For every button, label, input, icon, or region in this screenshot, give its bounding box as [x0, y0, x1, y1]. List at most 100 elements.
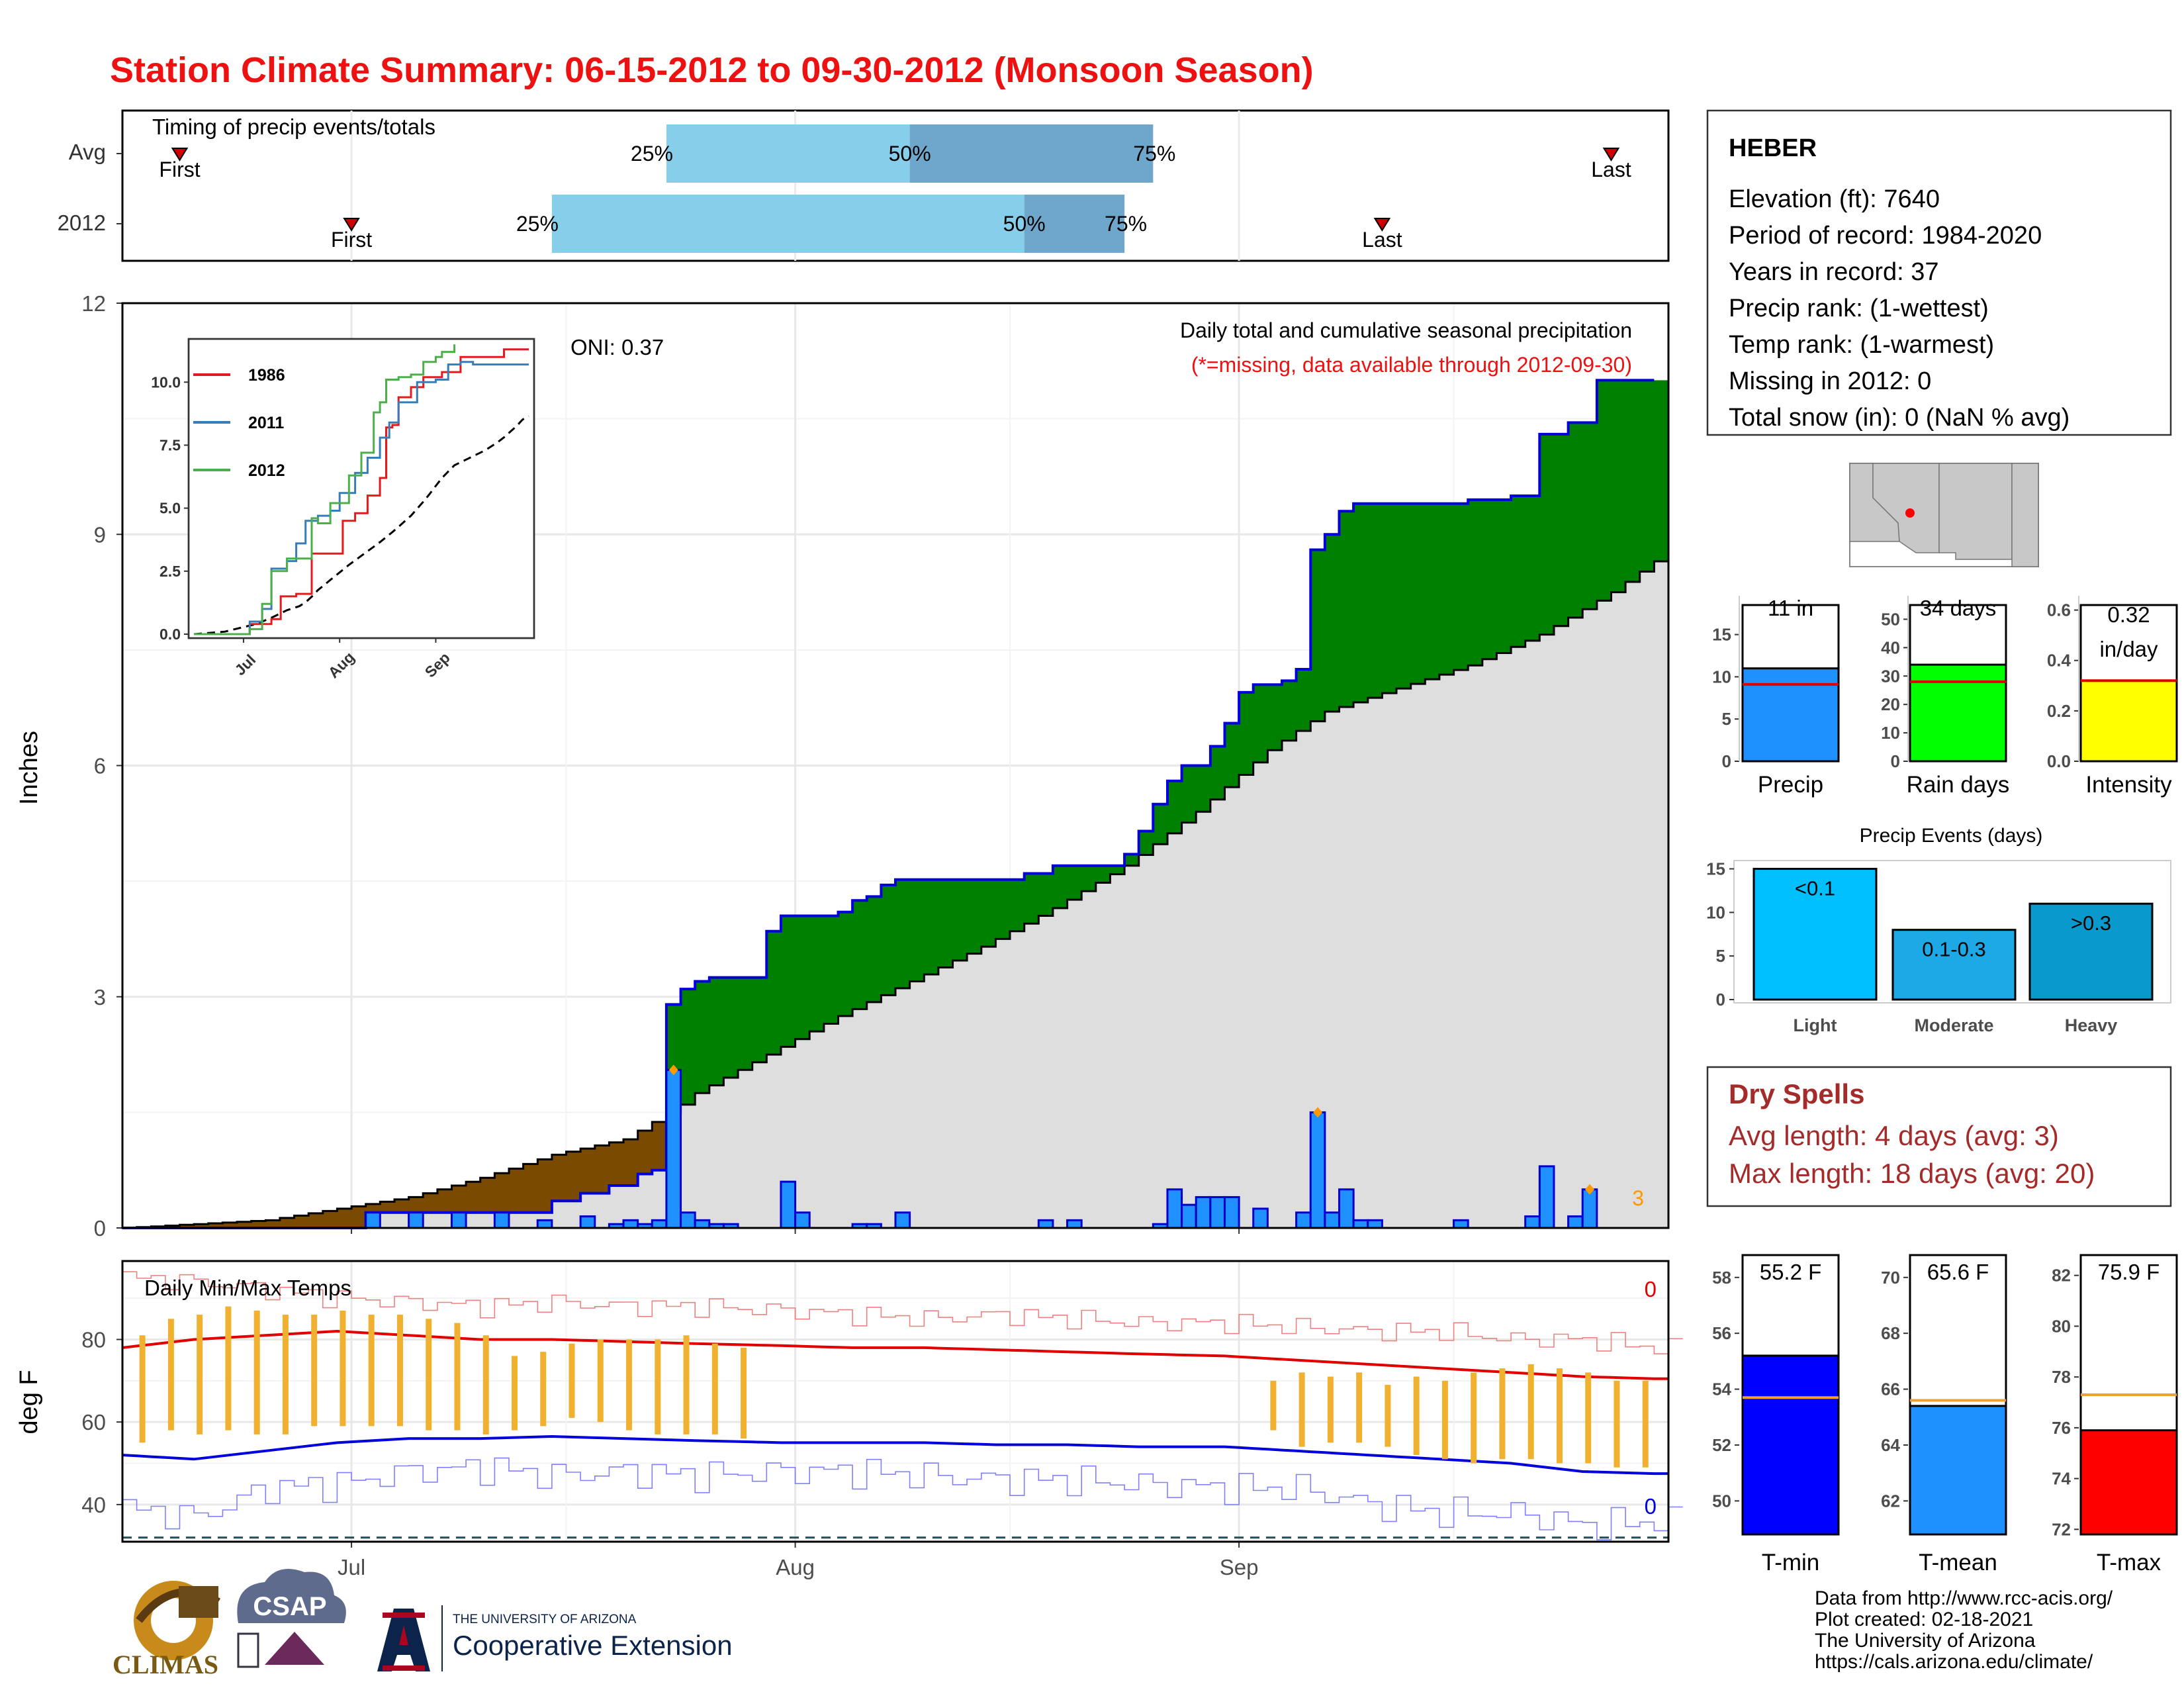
precip-surplus-band	[1067, 865, 1082, 900]
precip-surplus-band	[895, 879, 911, 988]
precip-deficit-band	[480, 1178, 495, 1213]
station-line-elevation: Elevation (ft): 7640	[1729, 185, 1940, 213]
summary-bar-tick-label: 0	[1891, 751, 1900, 771]
precip-surplus-band	[1296, 669, 1311, 731]
precip-deficit-band	[265, 1220, 281, 1228]
csap-logo-text: CSAP	[253, 1592, 326, 1621]
precip-deficit-band	[279, 1217, 295, 1228]
observed-temp-range-bar	[311, 1315, 318, 1427]
daily-precip-bar	[1567, 1215, 1584, 1229]
precip-deficit-band	[609, 1142, 624, 1186]
observed-temp-range-bar	[741, 1347, 747, 1439]
precip-surplus-band	[1253, 684, 1268, 763]
observed-temp-range-bar	[282, 1315, 289, 1434]
footer-line-data-source: Data from http://www.rcc-acis.org/	[1815, 1587, 2113, 1609]
observed-temp-range-bar	[253, 1310, 260, 1434]
precip-surplus-band	[1353, 503, 1369, 703]
inset-y-tick-label: 5.0	[159, 500, 181, 517]
page-title: Station Climate Summary: 06-15-2012 to 0…	[110, 50, 1314, 90]
observed-temp-range-bar	[1527, 1364, 1534, 1460]
observed-temp-range-bar	[1356, 1372, 1363, 1443]
precip-surplus-band	[1024, 873, 1039, 924]
precip-deficit-band	[437, 1189, 453, 1213]
daily-precip-bar	[1037, 1219, 1054, 1229]
precip-y-tick-label: 9	[94, 522, 106, 547]
observed-temp-range-bar	[1471, 1372, 1477, 1464]
observed-temp-range-bar	[1642, 1380, 1649, 1468]
temp-bar-tick-label: 50	[1712, 1491, 1731, 1511]
precip-panel: 0 3 6 9 12 Inches ONI: 0.37 Daily total and …	[15, 291, 1670, 1241]
first-event-label: First	[331, 228, 372, 252]
observed-temp-range-bar	[1385, 1385, 1391, 1447]
temp-bar-name: T-min	[1762, 1550, 1820, 1575]
daily-precip-bar	[622, 1219, 639, 1229]
temp-ylabel: deg F	[15, 1370, 43, 1434]
precip-surplus-band	[1482, 499, 1498, 659]
precip-deficit-band	[551, 1154, 567, 1201]
inset-year-line	[194, 348, 529, 635]
daily-precip-bar	[365, 1211, 381, 1229]
observed-temp-range-bar	[711, 1343, 718, 1434]
daily-precip-bar	[680, 1211, 696, 1229]
heavy-event-marker-icon	[1585, 1184, 1595, 1195]
university-of-arizona-logo: THE UNIVERSITY OF ARIZONA Cooperative Ex…	[377, 1605, 733, 1671]
temp-bar-value-label: 75.9 F	[2098, 1260, 2160, 1284]
precip-surplus-band	[723, 977, 739, 1078]
daily-precip-bar	[408, 1211, 424, 1229]
summary-bar-tick-label: 0.2	[2047, 701, 2071, 721]
precip-surplus-band	[809, 915, 825, 1032]
precip-surplus-band	[1010, 879, 1025, 931]
precip-deficit-band	[222, 1222, 238, 1228]
summary-bar-value-label: 34 days	[1920, 596, 1997, 620]
precip-surplus-band	[995, 879, 1011, 939]
timing-bar-50-75	[909, 124, 1154, 183]
summary-bar-charts: 0 5 10 15 11 in Precip 0 10 20 30 40 50 34 days Rain …	[1712, 596, 2178, 798]
precip-surplus-band	[709, 977, 725, 1086]
footer-line-url: https://cals.arizona.edu/climate/	[1815, 1651, 2093, 1673]
precip-ylabel: Inches	[15, 731, 43, 805]
daily-precip-bar	[1252, 1207, 1269, 1229]
daily-precip-bar	[579, 1215, 596, 1229]
daily-precip-bar	[1581, 1188, 1598, 1229]
observed-temp-range-bar	[1556, 1368, 1563, 1464]
precip-surplus-band	[1396, 503, 1412, 689]
daily-precip-bar	[1295, 1211, 1312, 1229]
summary-bar-value-unit: in/day	[2099, 637, 2158, 661]
timing-label-75: 75%	[1133, 142, 1175, 165]
summary-bar-tick-label: 30	[1881, 666, 1900, 686]
observed-temp-range-bar	[569, 1343, 575, 1418]
temp-x-tick-label: Sep	[1220, 1555, 1259, 1579]
precip-events-bar	[2028, 902, 2154, 1001]
timing-label-25: 25%	[631, 142, 673, 165]
footer-line-university: The University of Arizona	[1815, 1630, 2036, 1652]
summary-bar-value-label: 0.32	[2107, 602, 2150, 627]
precip-surplus-band	[952, 879, 968, 961]
station-name: HEBER	[1729, 134, 1817, 162]
precip-y-tick-label: 12	[81, 291, 106, 316]
precip-events-title: Precip Events (days)	[1860, 825, 2043, 847]
temp-bar-value	[2079, 1429, 2178, 1536]
station-line-temp-rank: Temp rank: (1-warmest)	[1729, 331, 1994, 359]
station-info-box: HEBER Elevation (ft): 7640 Period of rec…	[1706, 109, 2172, 436]
precip-surplus-band	[1038, 873, 1054, 916]
daily-precip-bar	[651, 1219, 668, 1229]
temp-bar-value	[1741, 1354, 1840, 1536]
precip-surplus-band	[1453, 503, 1469, 671]
record-max-line	[122, 1271, 1683, 1354]
daily-precip-bar	[1181, 1203, 1197, 1229]
ua-logo-big-text: Cooperative Extension	[453, 1630, 733, 1661]
precip-surplus-band	[823, 915, 839, 1024]
daily-precip-bar	[1338, 1188, 1355, 1229]
precip-deficit-band	[566, 1151, 581, 1201]
footer-credits: Data from http://www.rcc-acis.org/ Plot …	[1815, 1587, 2113, 1673]
precip-deficit-band	[308, 1213, 324, 1228]
precip-surplus-band	[1568, 422, 1583, 618]
climas-logo: CLIMAS	[113, 1581, 221, 1679]
temp-bar-tick-label: 56	[1712, 1323, 1731, 1343]
observed-temp-range-bar	[340, 1310, 346, 1427]
daily-precip-bar	[493, 1211, 510, 1229]
summary-bar-tick-label: 40	[1881, 637, 1900, 657]
precip-deficit-band	[380, 1201, 395, 1213]
summary-bar-value	[1909, 663, 2007, 763]
